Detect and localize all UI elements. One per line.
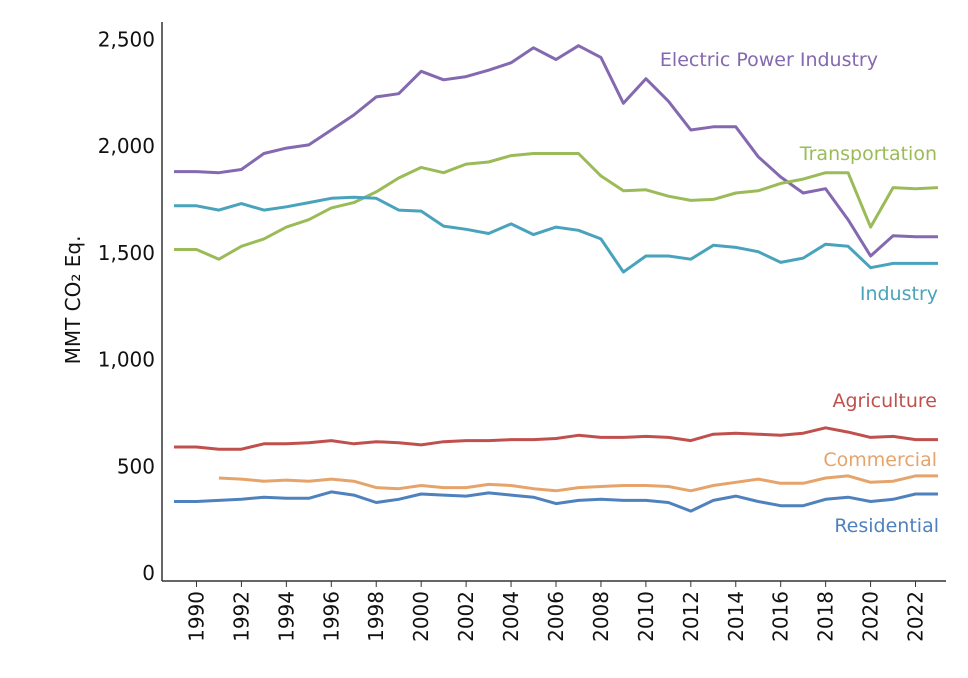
y-ticks: 0 500 1,000 1,500 2,000 2,500 bbox=[98, 27, 155, 585]
y-axis-title: MMT CO₂ Eq. bbox=[61, 236, 85, 365]
y-tick-label: 0 bbox=[142, 561, 155, 585]
y-tick-label: 2,000 bbox=[98, 134, 155, 158]
y-tick-label: 2,500 bbox=[98, 27, 155, 51]
series-label-commercial: Commercial bbox=[823, 449, 937, 471]
x-ticks: 1990 1992 1994 1996 1998 2000 2002 2004 2006 2008… bbox=[184, 581, 928, 642]
x-tick-label: 1998 bbox=[364, 591, 388, 642]
series-line-residential bbox=[174, 490, 938, 513]
x-tick-label: 2016 bbox=[769, 591, 793, 642]
x-tick-label: 2004 bbox=[499, 591, 523, 642]
axes bbox=[161, 22, 946, 582]
x-tick-label: 2006 bbox=[544, 591, 568, 642]
x-tick-label: 1994 bbox=[274, 591, 298, 642]
series-line-electric-power-industry bbox=[174, 44, 938, 258]
series-line-transportation bbox=[174, 152, 939, 261]
x-tick-label: 2002 bbox=[454, 591, 478, 642]
series-line-agriculture bbox=[174, 426, 938, 451]
x-tick-label: 2020 bbox=[859, 591, 883, 642]
x-tick-label: 2000 bbox=[409, 591, 433, 642]
x-tick-label: 2014 bbox=[724, 591, 748, 642]
series-label-agriculture: Agriculture bbox=[833, 390, 938, 412]
x-tick-label: 2012 bbox=[679, 591, 703, 642]
x-tick-label: 2018 bbox=[814, 591, 838, 642]
series-label-electric-power-industry: Electric Power Industry bbox=[660, 49, 878, 71]
series-label-industry: Industry bbox=[860, 283, 938, 305]
series-label-transportation: Transportation bbox=[799, 143, 937, 165]
x-tick-label: 2022 bbox=[904, 591, 928, 642]
series-labels: Electric Power Industry Transportation Ind… bbox=[660, 49, 939, 537]
series-lines bbox=[174, 44, 939, 513]
x-tick-label: 1992 bbox=[229, 591, 253, 642]
y-tick-label: 1,000 bbox=[98, 348, 155, 372]
x-tick-label: 1990 bbox=[184, 591, 208, 642]
series-label-residential: Residential bbox=[834, 515, 939, 537]
y-tick-label: 1,500 bbox=[98, 241, 155, 265]
x-tick-label: 2010 bbox=[634, 591, 658, 642]
x-tick-label: 1996 bbox=[319, 591, 343, 642]
series-line-commercial bbox=[218, 474, 938, 493]
y-tick-label: 500 bbox=[117, 454, 155, 478]
series-line-industry bbox=[174, 195, 938, 274]
x-tick-label: 2008 bbox=[589, 591, 613, 642]
